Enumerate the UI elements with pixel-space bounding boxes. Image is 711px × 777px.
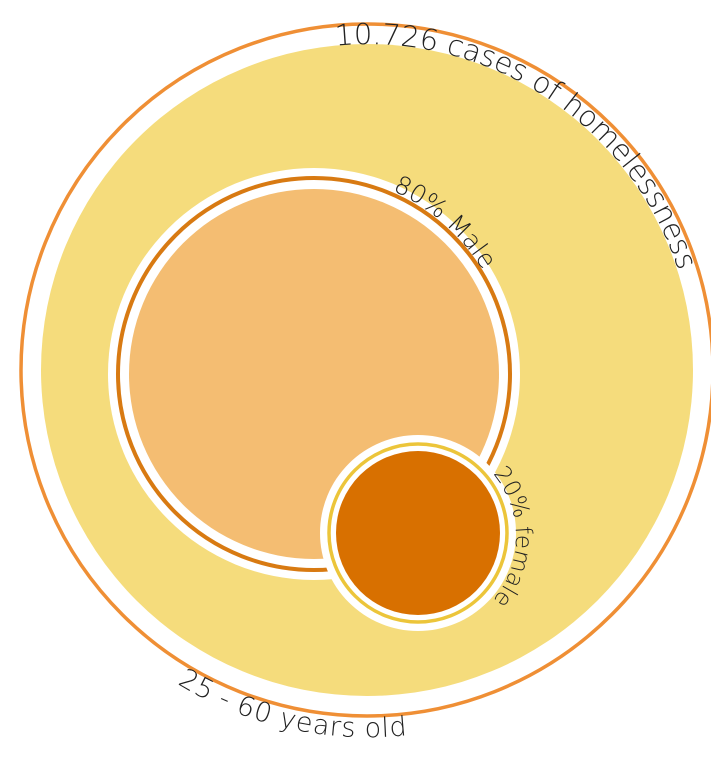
female-ring (327, 442, 509, 624)
male-ring (116, 176, 512, 572)
female-fill (336, 451, 500, 615)
